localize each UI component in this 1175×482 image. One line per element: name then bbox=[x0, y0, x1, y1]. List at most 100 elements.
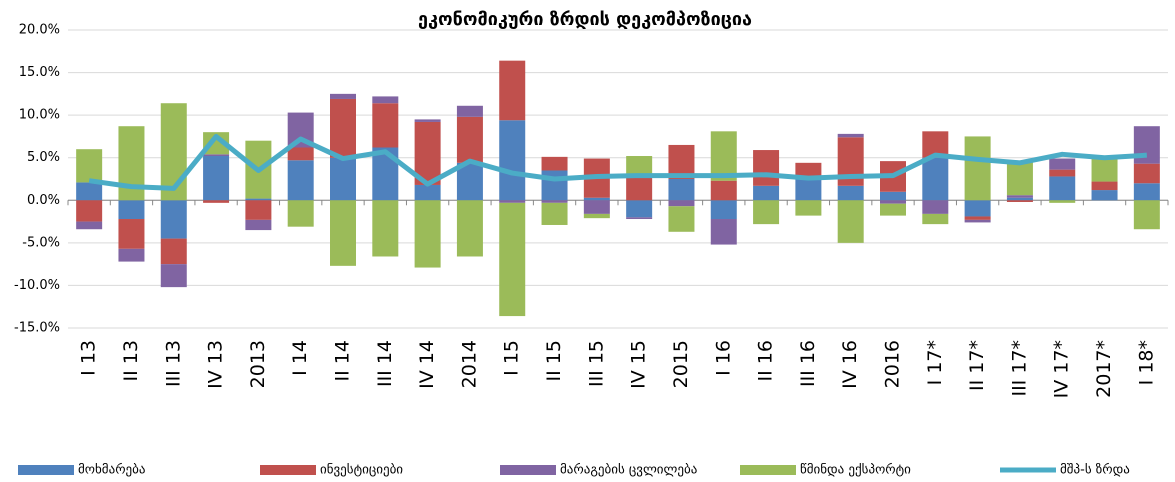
bar-segment bbox=[837, 185, 864, 201]
bar-segment bbox=[330, 98, 356, 158]
bar-segment bbox=[1133, 163, 1160, 184]
bar-segment bbox=[118, 200, 145, 220]
legend-swatch bbox=[18, 465, 74, 475]
x-tick-label: II 14 bbox=[332, 340, 354, 381]
bar-segment bbox=[541, 156, 568, 171]
bar-segment bbox=[499, 202, 526, 317]
bar-segment bbox=[245, 198, 272, 201]
x-tick-label: I 17* bbox=[924, 340, 946, 385]
y-tick-label: 20.0% bbox=[19, 23, 60, 38]
bar-segment bbox=[1133, 183, 1160, 201]
bar-segment bbox=[203, 156, 230, 201]
bar-segment bbox=[753, 185, 780, 201]
bar-segment bbox=[118, 248, 145, 262]
bar-segment bbox=[626, 156, 653, 175]
bar-segment bbox=[203, 200, 230, 203]
bar-segment bbox=[1049, 158, 1076, 170]
x-tick-label: IV 15 bbox=[628, 340, 650, 389]
bar-segment bbox=[668, 200, 695, 207]
bar-segment bbox=[795, 176, 822, 201]
x-tick-label: III 13 bbox=[162, 340, 184, 387]
bar-segment bbox=[499, 60, 526, 121]
bar-segment bbox=[499, 120, 526, 201]
bar-segment bbox=[668, 179, 695, 201]
x-tick-label: III 16 bbox=[797, 340, 819, 387]
bar-segment bbox=[583, 213, 610, 219]
bar-segment bbox=[372, 96, 399, 104]
bar-segment bbox=[837, 133, 864, 138]
bar-segment bbox=[541, 170, 568, 201]
x-tick-label: III 17* bbox=[1008, 340, 1030, 397]
bar-segment bbox=[1091, 190, 1118, 201]
bar-segment bbox=[964, 219, 991, 223]
y-tick-label: 0.0% bbox=[27, 193, 60, 208]
bar-segment bbox=[118, 219, 145, 249]
x-tick-label: III 15 bbox=[585, 340, 607, 387]
bar-segment bbox=[753, 200, 780, 225]
legend-swatch bbox=[500, 465, 556, 475]
bar-segment bbox=[76, 200, 103, 222]
bar-segment bbox=[880, 191, 906, 201]
legend-swatch bbox=[740, 465, 796, 475]
bar-segment bbox=[795, 200, 822, 216]
line bbox=[88, 133, 1148, 191]
x-tick-label: IV 16 bbox=[839, 340, 861, 389]
legend-swatch bbox=[260, 465, 316, 475]
bar-segment bbox=[160, 238, 187, 265]
bar-segment bbox=[1049, 169, 1076, 177]
bar-segment bbox=[626, 217, 653, 220]
bar-segment bbox=[1006, 197, 1033, 201]
bar-segment bbox=[541, 202, 568, 225]
bar-segment bbox=[922, 157, 949, 201]
bar-segment bbox=[710, 200, 737, 220]
x-tick-label: II 15 bbox=[543, 340, 565, 381]
x-tick-label: 2015 bbox=[670, 340, 692, 388]
x-tick-label: I 13 bbox=[78, 340, 100, 376]
bar-segment bbox=[245, 200, 272, 220]
bar-segment bbox=[287, 200, 314, 227]
y-tick-label: 10.0% bbox=[19, 108, 60, 123]
bar-segment bbox=[372, 200, 399, 257]
bar-segment bbox=[964, 136, 991, 201]
legend-label: ინვესტიციები bbox=[320, 463, 403, 478]
legend-label: მოხმარება bbox=[78, 463, 145, 478]
bar-segment bbox=[668, 206, 695, 232]
bar-segment bbox=[626, 200, 653, 218]
x-tick-label: I 15 bbox=[501, 340, 523, 376]
bar-segment bbox=[414, 200, 441, 268]
bar-segment bbox=[710, 131, 737, 181]
bar-segment bbox=[245, 219, 272, 231]
legend-label: წმინდა ექსპორტი bbox=[800, 463, 911, 478]
bar-segment bbox=[414, 119, 441, 122]
bar-segment bbox=[922, 213, 949, 225]
x-tick-label: 2016 bbox=[882, 340, 904, 388]
bar-segment bbox=[880, 200, 906, 204]
x-tick-label: 2014 bbox=[458, 340, 480, 388]
bar-segment bbox=[76, 221, 103, 230]
bar-segment bbox=[880, 203, 906, 216]
bar-segment bbox=[456, 200, 483, 257]
bar-segment bbox=[372, 103, 399, 148]
legend-label: მშპ-ს ზრდა bbox=[1060, 463, 1130, 478]
y-tick-label: -10.0% bbox=[14, 278, 60, 293]
bar-segment bbox=[1006, 200, 1033, 202]
x-tick-label: IV 13 bbox=[205, 340, 227, 389]
x-tick-label: II 17* bbox=[966, 340, 988, 391]
x-tick-label: I 16 bbox=[712, 340, 734, 376]
bar-segment bbox=[1049, 200, 1076, 203]
x-tick-label: I 18* bbox=[1135, 340, 1157, 385]
bar-segment bbox=[160, 103, 187, 201]
x-tick-label: III 14 bbox=[374, 340, 396, 387]
x-tick-label: II 13 bbox=[120, 340, 142, 381]
bar-segment bbox=[964, 200, 991, 217]
bar-segment bbox=[710, 219, 737, 245]
bar-segment bbox=[203, 154, 230, 157]
bar-segment bbox=[76, 182, 103, 201]
bar-segment bbox=[710, 180, 737, 201]
bar-segment bbox=[414, 184, 441, 201]
y-tick-label: -5.0% bbox=[22, 235, 60, 250]
bar-segment bbox=[1091, 181, 1118, 191]
y-tick-label: 5.0% bbox=[27, 150, 60, 165]
bar-segment bbox=[456, 162, 483, 201]
